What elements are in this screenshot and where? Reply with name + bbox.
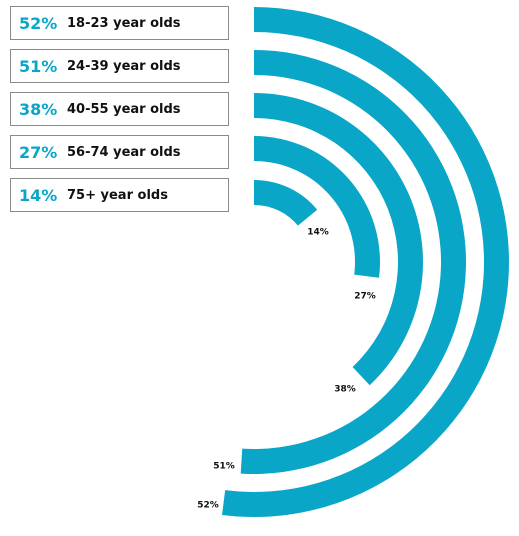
legend-value: 14%: [19, 185, 58, 205]
legend-item-24-39: 51% 24-39 year olds: [10, 49, 229, 83]
legend-item-18-23: 52% 18-23 year olds: [10, 6, 229, 40]
arc-value-label: 51%: [213, 462, 235, 472]
legend: 52% 18-23 year olds 51% 24-39 year olds …: [10, 6, 230, 221]
arc-40-55-year-olds: [254, 93, 424, 386]
arc-24-39-year-olds: [240, 49, 467, 474]
arc-56-74-year-olds: [254, 136, 380, 278]
legend-value: 38%: [19, 99, 58, 119]
arc-value-label: 14%: [307, 228, 329, 238]
arc-value-label: 27%: [354, 292, 376, 302]
legend-label: 75+ year olds: [67, 187, 168, 203]
legend-label: 40-55 year olds: [67, 101, 181, 117]
legend-item-56-74: 27% 56-74 year olds: [10, 135, 229, 169]
legend-value: 27%: [19, 142, 58, 162]
legend-item-75-plus: 14% 75+ year olds: [10, 178, 229, 212]
arc-value-label: 52%: [197, 501, 219, 511]
legend-value: 52%: [19, 13, 58, 33]
legend-item-40-55: 38% 40-55 year olds: [10, 92, 229, 126]
arc-75-year-olds: [254, 180, 318, 226]
legend-label: 56-74 year olds: [67, 144, 181, 160]
arc-value-label: 38%: [334, 385, 356, 395]
legend-label: 24-39 year olds: [67, 58, 181, 74]
legend-value: 51%: [19, 56, 58, 76]
legend-label: 18-23 year olds: [67, 15, 181, 31]
